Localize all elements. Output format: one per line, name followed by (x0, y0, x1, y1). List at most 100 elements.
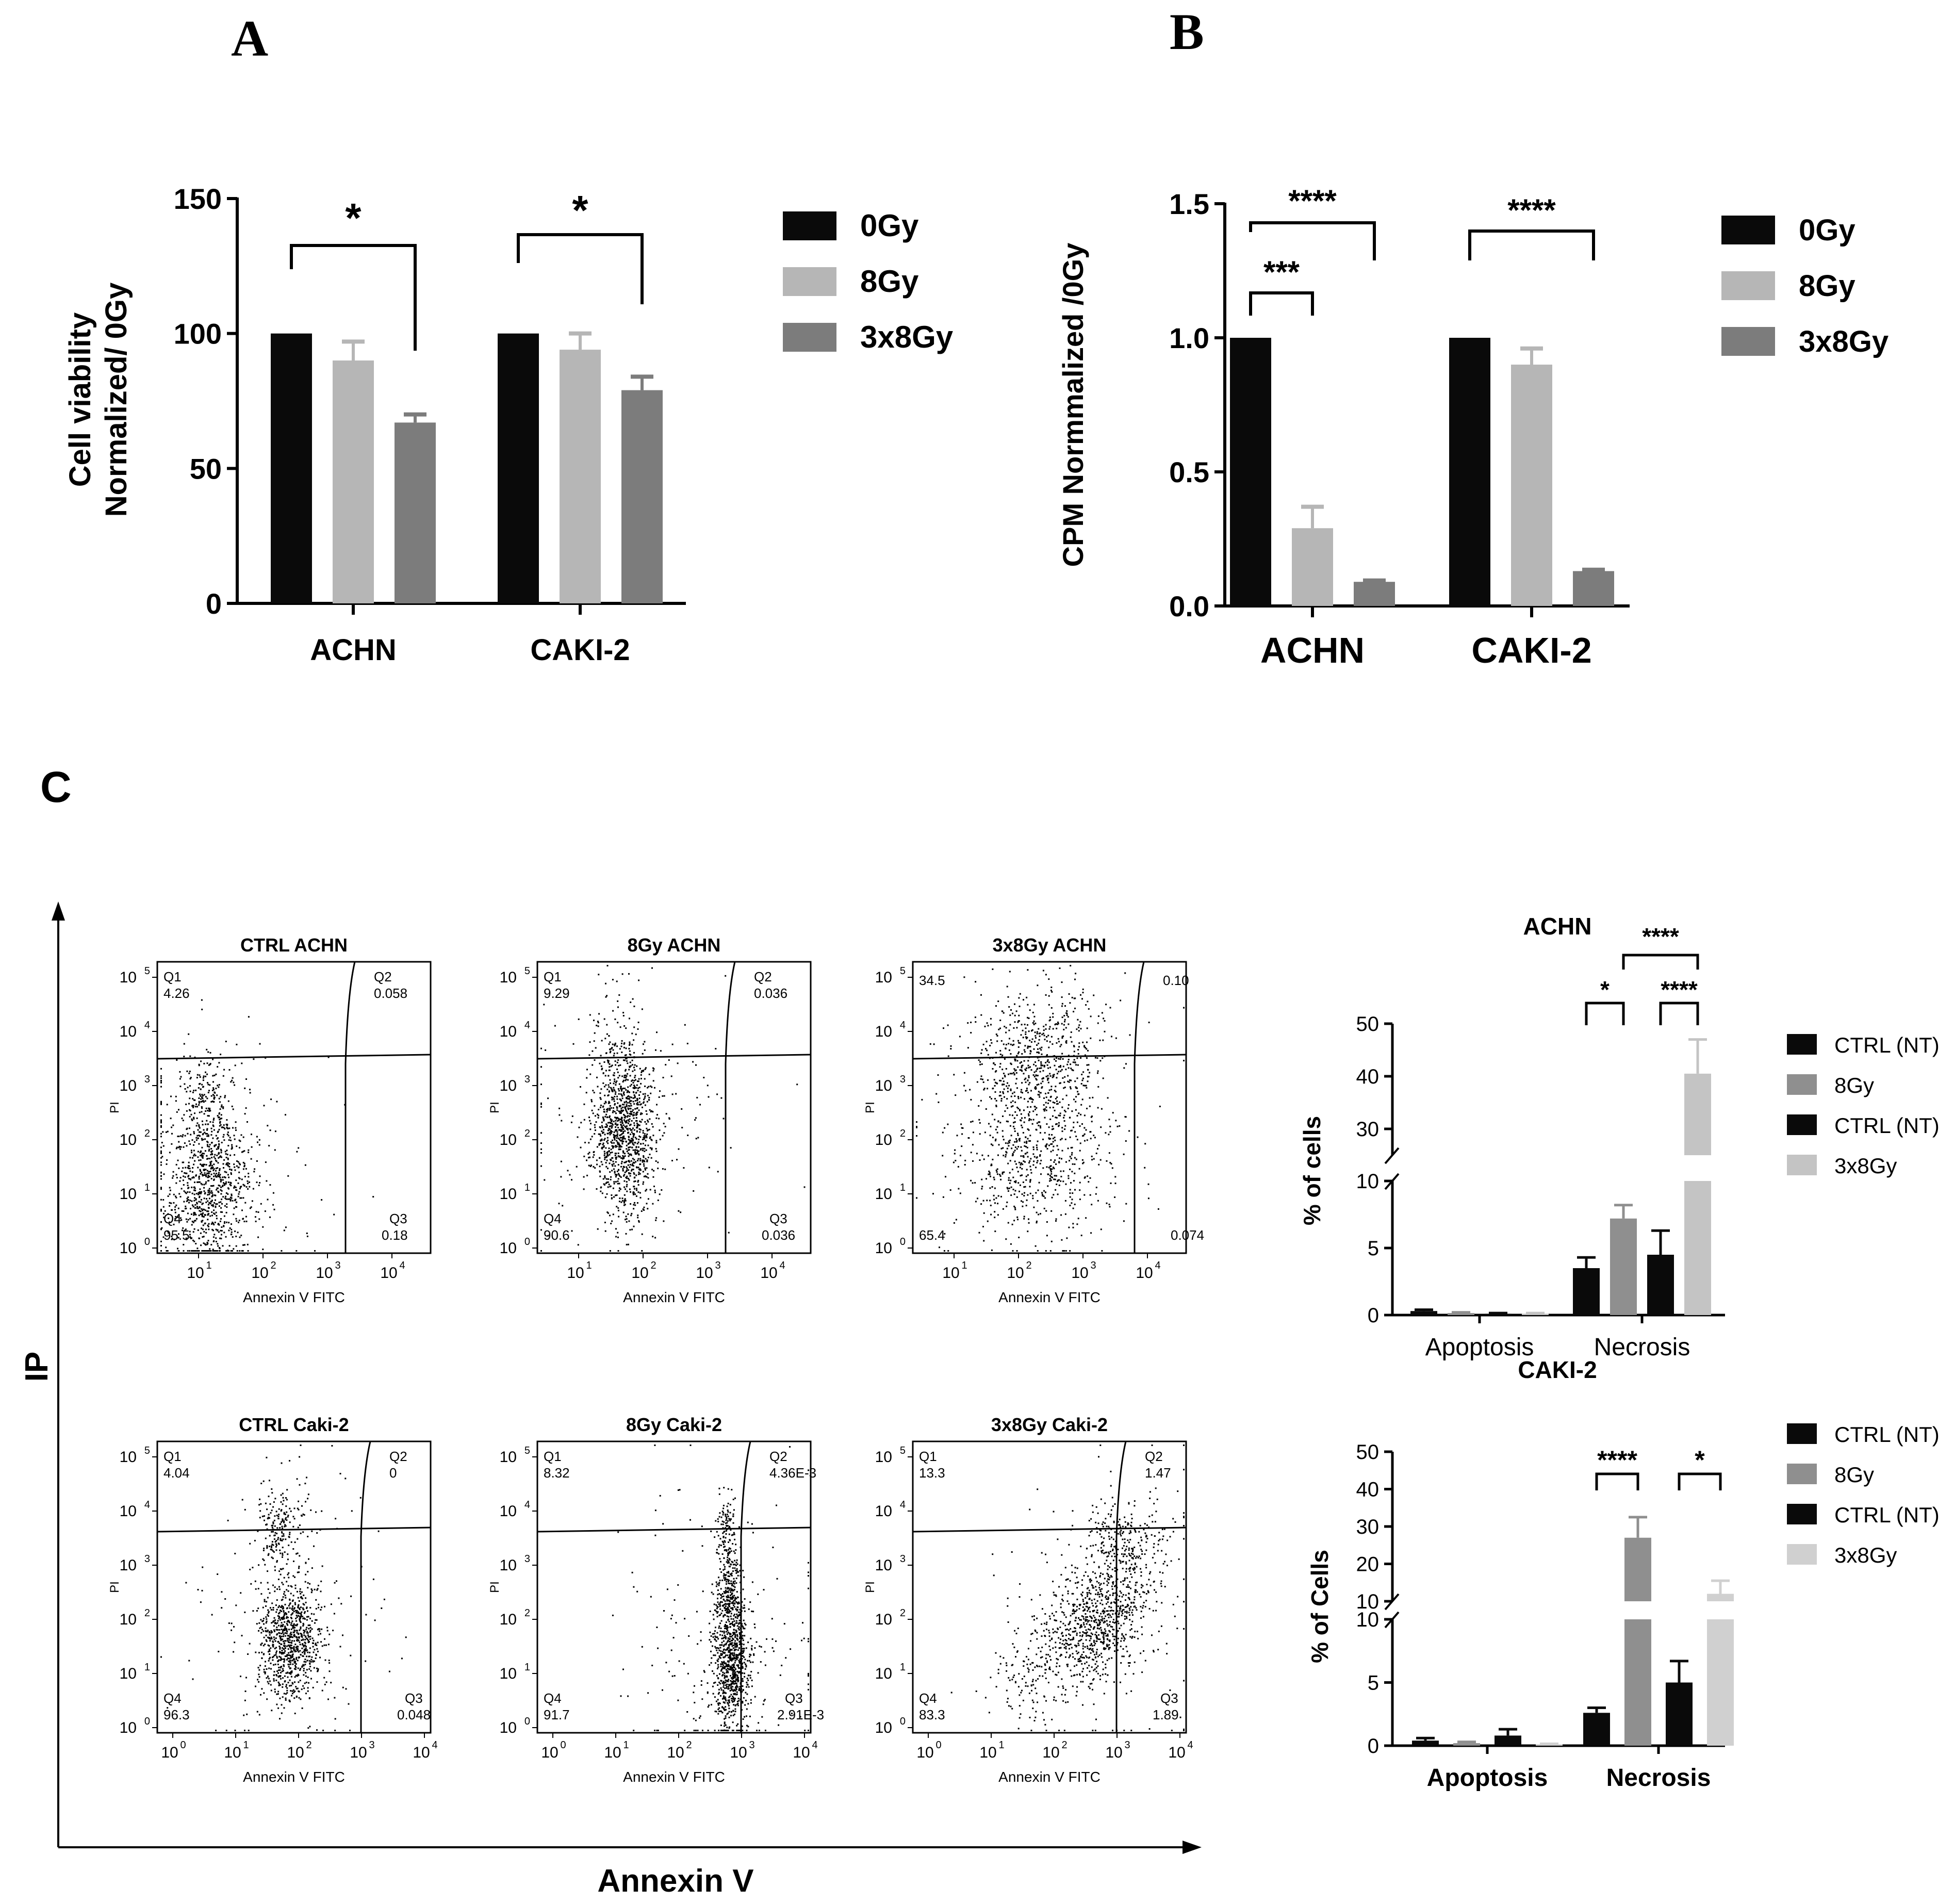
event-dot (165, 1131, 167, 1133)
event-dot (250, 1158, 252, 1160)
event-dot (207, 1225, 209, 1227)
event-dot (612, 979, 614, 981)
event-dot (1049, 1075, 1052, 1077)
event-dot (273, 1538, 275, 1540)
event-dot (622, 1128, 625, 1130)
event-dot (601, 1126, 603, 1128)
event-dot (630, 1065, 632, 1067)
event-dot (302, 1655, 304, 1657)
event-dot (179, 1146, 181, 1148)
event-dot (1064, 1125, 1066, 1127)
event-dot (623, 1042, 626, 1044)
event-dot (1050, 1176, 1052, 1178)
plot-title: 8Gy ACHN (628, 934, 721, 956)
event-dot (616, 1145, 618, 1147)
event-dot (1050, 1240, 1053, 1242)
event-dot (606, 1137, 609, 1139)
event-dot (641, 1070, 643, 1072)
event-dot (1065, 1250, 1067, 1252)
event-dot (172, 1175, 174, 1177)
event-dot (543, 1004, 545, 1006)
event-dot (191, 1224, 193, 1226)
event-dot (630, 1084, 632, 1086)
event-dot (606, 1152, 608, 1154)
event-dot (204, 1193, 206, 1195)
event-dot (623, 1104, 625, 1106)
event-dot (980, 1075, 982, 1077)
event-dot (1025, 1205, 1027, 1207)
event-dot (997, 1154, 999, 1156)
event-dot (179, 1196, 182, 1197)
event-dot (259, 1665, 261, 1667)
event-dot (196, 1077, 198, 1079)
event-dot (187, 1167, 189, 1169)
event-dot (316, 1644, 318, 1646)
event-dot (596, 1163, 598, 1166)
event-dot (1009, 1172, 1011, 1174)
event-dot (270, 1545, 272, 1547)
event-dot (631, 1169, 633, 1171)
event-dot (205, 1175, 207, 1177)
event-dot (621, 1197, 623, 1200)
event-dot (636, 1111, 638, 1113)
event-dot (618, 1144, 620, 1146)
event-dot (615, 1194, 617, 1196)
event-dot (1006, 1187, 1008, 1189)
legend-swatch-0gy (1721, 216, 1775, 244)
event-dot (185, 1228, 187, 1230)
event-dot (184, 1191, 186, 1193)
x-tick-exponent: 3 (335, 1260, 340, 1271)
event-dot (599, 1175, 601, 1177)
event-dot (184, 1083, 186, 1085)
event-dot (1048, 1126, 1050, 1128)
event-dot (1064, 1138, 1066, 1140)
event-dot (1061, 1150, 1063, 1152)
event-dot (1095, 1153, 1097, 1154)
event-dot (279, 1647, 281, 1649)
event-dot (1013, 1072, 1015, 1074)
event-dot (609, 1063, 611, 1065)
event-dot (1042, 1080, 1044, 1082)
event-dot (290, 1676, 292, 1678)
event-dot (1057, 1148, 1059, 1151)
event-dot (1003, 1088, 1005, 1090)
event-dot (1056, 1103, 1058, 1105)
event-dot (937, 1074, 939, 1076)
event-dot (259, 1043, 261, 1045)
event-dot (995, 1106, 997, 1107)
event-dot (1045, 1062, 1047, 1063)
event-dot (282, 1653, 284, 1654)
event-dot (218, 1062, 220, 1064)
event-dot (1020, 1146, 1022, 1148)
event-dot (616, 1061, 618, 1063)
y-tick-label: 10 (120, 969, 137, 986)
event-dot (616, 1107, 618, 1109)
event-dot (1076, 1223, 1078, 1225)
event-dot (1020, 1155, 1022, 1157)
event-dot (318, 1606, 319, 1608)
event-dot (1064, 1005, 1066, 1007)
event-dot (598, 1013, 600, 1015)
event-dot (239, 1236, 241, 1238)
event-dot (610, 1176, 612, 1178)
event-dot (238, 1162, 240, 1164)
event-dot (1008, 1140, 1010, 1142)
event-dot (622, 1130, 624, 1132)
event-dot (200, 1151, 202, 1153)
event-dot (1081, 1159, 1083, 1161)
event-dot (307, 1610, 308, 1612)
event-dot (291, 1636, 292, 1638)
event-dot (241, 1178, 243, 1180)
event-dot (176, 1146, 178, 1148)
event-dot (267, 1125, 269, 1127)
event-dot (990, 1126, 992, 1127)
event-dot (188, 1072, 190, 1074)
event-dot (227, 1181, 229, 1183)
event-dot (603, 1151, 605, 1153)
gate-horizontal (157, 1054, 431, 1060)
event-dot (200, 1173, 202, 1175)
event-dot (231, 1223, 232, 1225)
event-dot (1008, 1142, 1010, 1144)
event-dot (209, 1215, 211, 1217)
event-dot (604, 1230, 606, 1232)
